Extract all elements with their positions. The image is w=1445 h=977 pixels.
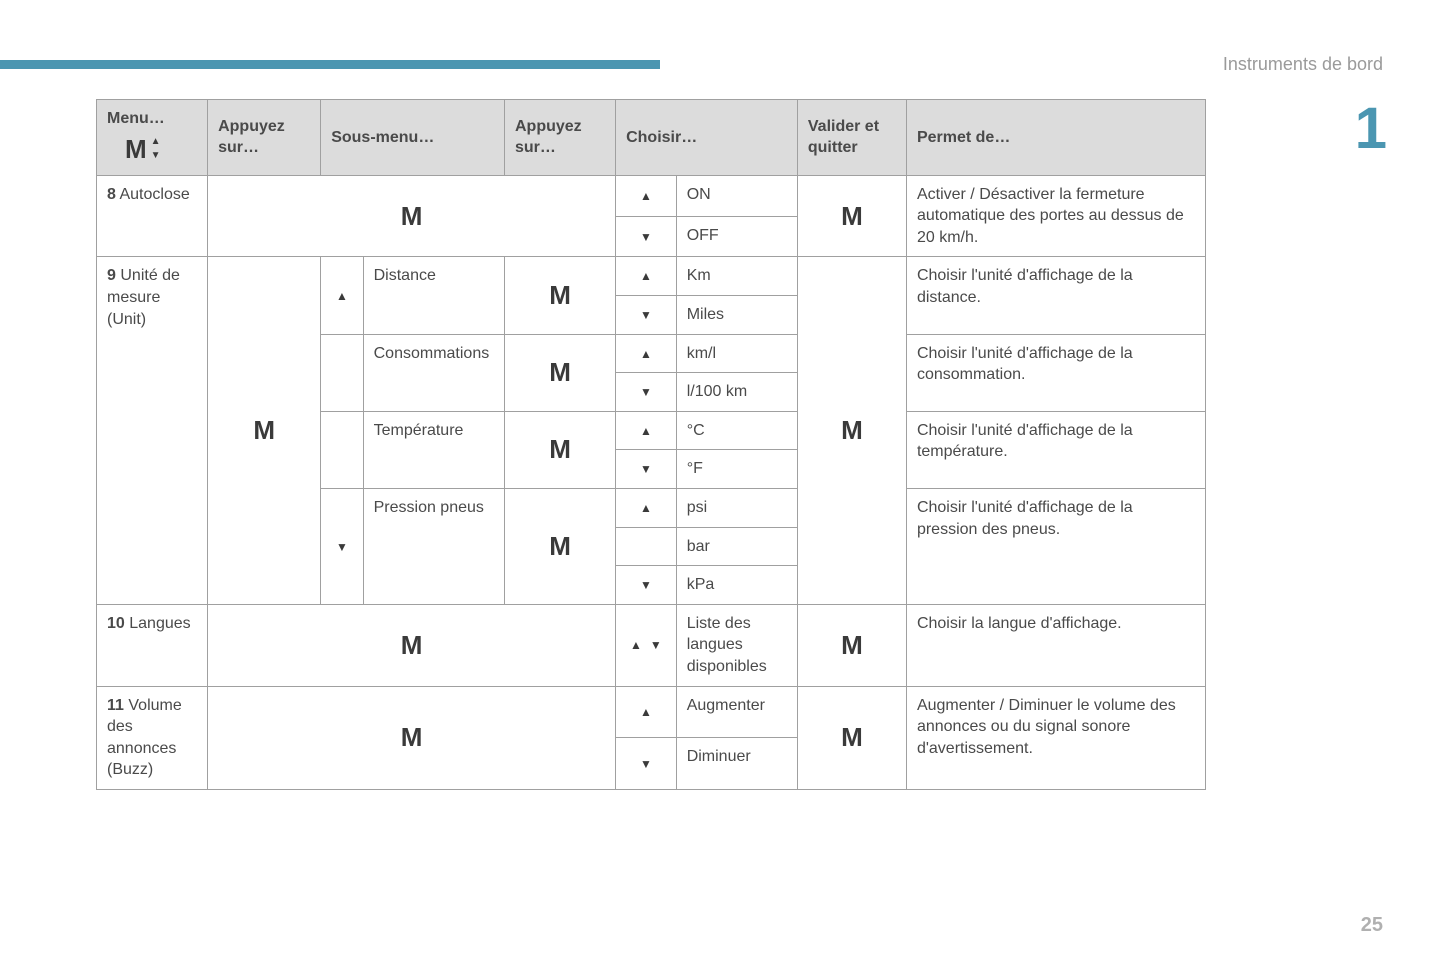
choose-icon: ▲ <box>616 489 677 528</box>
row-11: 11 Volume des annonces (Buzz) M ▲ Augmen… <box>97 686 1206 738</box>
validate-11: M <box>797 686 906 789</box>
choose-11-down: Diminuer <box>676 738 797 790</box>
choose-icon: ▲ <box>616 686 677 738</box>
allows-press: Choisir l'unité d'affichage de la pressi… <box>906 489 1205 605</box>
press-11: M <box>208 686 616 789</box>
menu-table: Menu… M ▲ ▼ Appuyez sur… Sous-menu… Appu… <box>96 99 1206 790</box>
menu-11: 11 Volume des annonces (Buzz) <box>97 686 208 789</box>
page-number: 25 <box>1361 914 1383 937</box>
choose-psi: psi <box>676 489 797 528</box>
choose-11-up: Augmenter <box>676 686 797 738</box>
col-choose: Choisir… <box>616 100 798 176</box>
accent-bar <box>0 60 660 69</box>
submenu-distance: Distance <box>363 257 504 334</box>
submenu-press: Pression pneus <box>363 489 504 605</box>
allows-temp: Choisir l'unité d'affichage de la tempér… <box>906 411 1205 488</box>
press-8: M <box>208 175 616 257</box>
choose-f: °F <box>676 450 797 489</box>
press-10: M <box>208 604 616 686</box>
allows-11: Augmenter / Diminuer le volume des annon… <box>906 686 1205 789</box>
choose-kpa: kPa <box>676 566 797 605</box>
menu-8: 8 Autoclose <box>97 175 208 257</box>
press2-consum: M <box>505 334 616 411</box>
choose-icon: ▼ <box>616 373 677 412</box>
allows-consum: Choisir l'unité d'affichage de la consom… <box>906 334 1205 411</box>
choose-icon: ▲ <box>616 411 677 450</box>
validate-10: M <box>797 604 906 686</box>
allows-8: Activer / Désactiver la fermeture automa… <box>906 175 1205 257</box>
choose-km: Km <box>676 257 797 296</box>
choose-icon: ▼ <box>616 296 677 335</box>
submenu-consum: Consommations <box>363 334 504 411</box>
choose-kml: km/l <box>676 334 797 373</box>
choose-10: Liste des langues disponibles <box>676 604 797 686</box>
choose-icon-down: ▼ <box>616 216 677 257</box>
row-8: 8 Autoclose M ▲ ON M Activer / Désactive… <box>97 175 1206 216</box>
choose-icon-up: ▲ <box>616 175 677 216</box>
press-9: M <box>208 257 321 604</box>
table-header-row: Menu… M ▲ ▼ Appuyez sur… Sous-menu… Appu… <box>97 100 1206 176</box>
col-menu-label: Menu… <box>107 108 165 130</box>
submenu-arrow-up: ▲ <box>321 257 363 334</box>
col-submenu: Sous-menu… <box>321 100 505 176</box>
choose-miles: Miles <box>676 296 797 335</box>
press2-press: M <box>505 489 616 605</box>
choose-bar: bar <box>676 527 797 566</box>
col-press2: Appuyez sur… <box>505 100 616 176</box>
row-9-distance: 9 Unité de mesure (Unit) M ▲ Distance M … <box>97 257 1206 296</box>
validate-9: M <box>797 257 906 604</box>
col-validate: Valider et quitter <box>797 100 906 176</box>
choose-icon: ▼ <box>616 566 677 605</box>
press2-temp: M <box>505 411 616 488</box>
col-menu: Menu… M ▲ ▼ <box>97 100 208 176</box>
choose-icon: ▼ <box>616 738 677 790</box>
choose-icon-blank <box>616 527 677 566</box>
validate-8: M <box>797 175 906 257</box>
submenu-arrow-down: ▼ <box>321 489 363 605</box>
choose-c: °C <box>676 411 797 450</box>
allows-10: Choisir la langue d'affichage. <box>906 604 1205 686</box>
submenu-temp: Température <box>363 411 504 488</box>
page-header-title: Instruments de bord <box>1223 54 1383 75</box>
choose-icon: ▲ <box>616 257 677 296</box>
menu-10: 10 Langues <box>97 604 208 686</box>
choose-8-off: OFF <box>676 216 797 257</box>
col-press: Appuyez sur… <box>208 100 321 176</box>
down-icon: ▼ <box>151 151 161 161</box>
menu-9: 9 Unité de mesure (Unit) <box>97 257 208 604</box>
row-10: 10 Langues M ▲▼ Liste des langues dispon… <box>97 604 1206 686</box>
m-icon: M <box>125 132 147 167</box>
col-allows: Permet de… <box>906 100 1205 176</box>
choose-icon-both: ▲▼ <box>616 604 677 686</box>
choose-icon: ▲ <box>616 334 677 373</box>
up-icon: ▲ <box>151 137 161 147</box>
submenu-arrow-blank <box>321 334 363 411</box>
choose-icon: ▼ <box>616 450 677 489</box>
menu-table-container: Menu… M ▲ ▼ Appuyez sur… Sous-menu… Appu… <box>96 99 1206 790</box>
choose-8-on: ON <box>676 175 797 216</box>
press2-distance: M <box>505 257 616 334</box>
choose-l100: l/100 km <box>676 373 797 412</box>
allows-distance: Choisir l'unité d'affichage de la distan… <box>906 257 1205 334</box>
submenu-arrow-blank <box>321 411 363 488</box>
chapter-number: 1 <box>1355 95 1383 162</box>
